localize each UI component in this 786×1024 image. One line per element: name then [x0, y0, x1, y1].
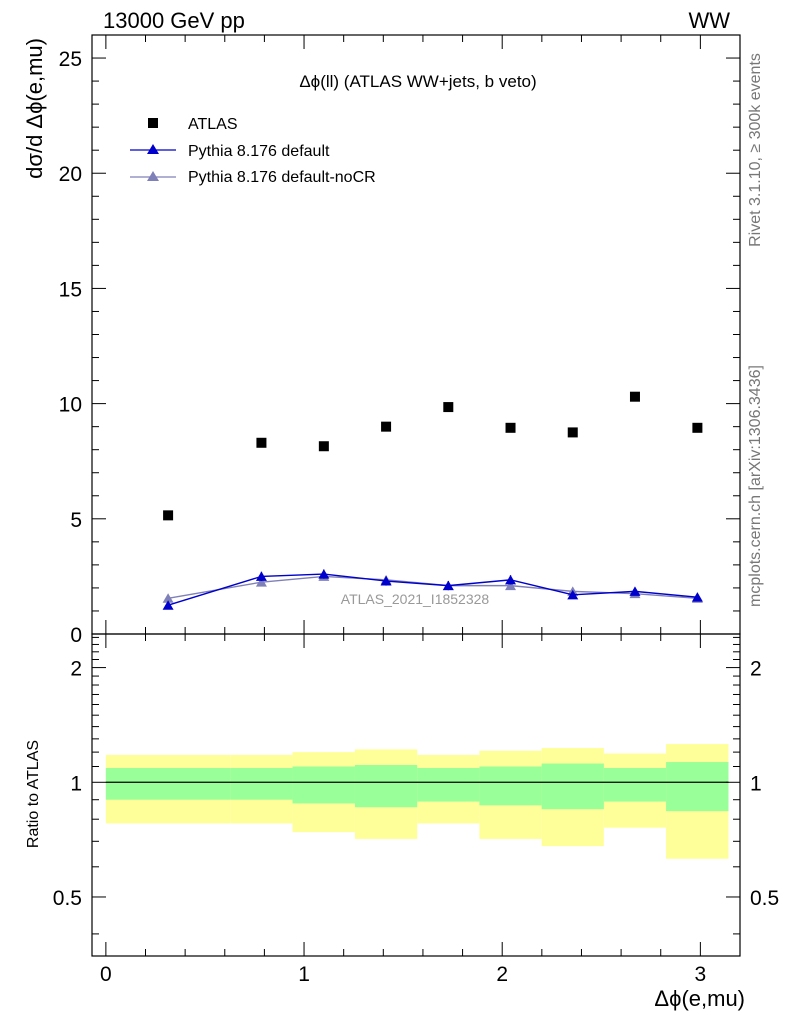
main-series-layer [162, 391, 703, 610]
ratio-y-tick-label-right: 2 [750, 658, 762, 681]
ratio-y-tick-label: 1 [70, 772, 82, 795]
ratio-x-tick-label: 0 [100, 963, 112, 986]
legend-label-nocr: Pythia 8.176 default-noCR [188, 169, 376, 186]
main-y-tick-label: 20 [59, 163, 82, 186]
pythia-default-point [691, 592, 703, 602]
ratio-y-tick-label: 0.5 [53, 887, 82, 910]
process-label: WW [688, 8, 730, 33]
pythia-default-point [380, 576, 392, 586]
legend-marker-nocr [147, 171, 159, 181]
ratio-band-inner [292, 766, 355, 804]
pythia-default-point [162, 600, 174, 610]
ratio-band-inner [479, 766, 542, 806]
ratio-y-axis-label: Ratio to ATLAS [25, 740, 42, 848]
rivet-label: Rivet 3.1.10, ≥ 300k events [747, 53, 764, 247]
ratio-panel-frame [91, 633, 741, 957]
atlas-data-point [692, 422, 703, 433]
ratio-x-tick-label: 2 [496, 963, 508, 986]
atlas-data-point [505, 422, 516, 433]
ratio-axis-ticks: 0.5 0.5 1 1 2 2 0 1 2 3 [53, 634, 779, 986]
main-panel: 0 5 10 15 20 25 dσ/d Δϕ(e,mu) Δϕ(ll) (ATLAS W… [22, 34, 741, 647]
pythia-default-point [255, 571, 267, 581]
ratio-band-inner [354, 765, 418, 808]
atlas-data-point [163, 510, 174, 521]
main-plot-title: Δϕ(ll) (ATLAS WW+jets, b veto) [299, 72, 536, 91]
atlas-data-point [567, 427, 578, 438]
energy-label: 13000 GeV pp [103, 8, 245, 33]
atlas-data-point [256, 437, 267, 448]
main-y-tick-label: 5 [70, 509, 82, 532]
legend-marker-atlas [148, 118, 158, 128]
ratio-x-tick-label: 3 [695, 963, 707, 986]
ratio-x-tick-label: 1 [298, 963, 310, 986]
ratio-y-tick-label-right: 0.5 [750, 887, 779, 910]
atlas-data-point [381, 421, 392, 432]
pythia-default-point [505, 574, 517, 585]
ratio-band-inner [105, 768, 231, 800]
atlas-data-point [318, 441, 329, 452]
main-y-tick-label: 0 [70, 624, 82, 647]
pythia-default-point [442, 580, 454, 591]
ratio-band-inner [541, 763, 604, 810]
atlas-data-point [443, 402, 454, 413]
pythia-default-point [567, 589, 579, 600]
main-axis-ticks: 0 5 10 15 20 25 [59, 35, 740, 647]
legend: ATLAS Pythia 8.176 default Pythia 8.176 … [130, 116, 376, 186]
ratio-panel: 0.5 0.5 1 1 2 2 0 1 2 3 Ratio to ATLAS Δϕ(e,mu) [25, 633, 779, 1011]
main-y-tick-label: 10 [59, 394, 82, 417]
mcplots-label: mcplots.cern.ch [arXiv:1306.3436] [747, 365, 764, 607]
ratio-y-tick-label: 2 [70, 658, 82, 681]
main-y-axis-label: dσ/d Δϕ(e,mu) [22, 38, 47, 179]
pythia-default-point [318, 569, 330, 579]
ratio-band-inner [230, 768, 293, 800]
pythia-nocr-point [255, 577, 267, 587]
atlas-data-point [629, 391, 640, 402]
main-y-tick-label: 15 [59, 278, 82, 301]
legend-label-atlas: ATLAS [188, 116, 238, 133]
ratio-y-tick-label-right: 1 [750, 772, 762, 795]
ratio-band-inner [603, 768, 667, 802]
ratio-bands-layer [105, 744, 729, 859]
pythia-nocr-point [162, 593, 174, 603]
legend-marker-default [147, 144, 159, 154]
ratio-band-inner [417, 768, 480, 802]
main-y-tick-label: 25 [59, 48, 82, 71]
analysis-watermark: ATLAS_2021_I1852328 [341, 591, 490, 607]
legend-label-default: Pythia 8.176 default [188, 143, 330, 160]
pythia-default-point [629, 586, 641, 596]
ratio-x-axis-label: Δϕ(e,mu) [654, 986, 745, 1011]
ratio-band-inner [666, 762, 729, 812]
pythia-nocr-point [505, 580, 517, 591]
